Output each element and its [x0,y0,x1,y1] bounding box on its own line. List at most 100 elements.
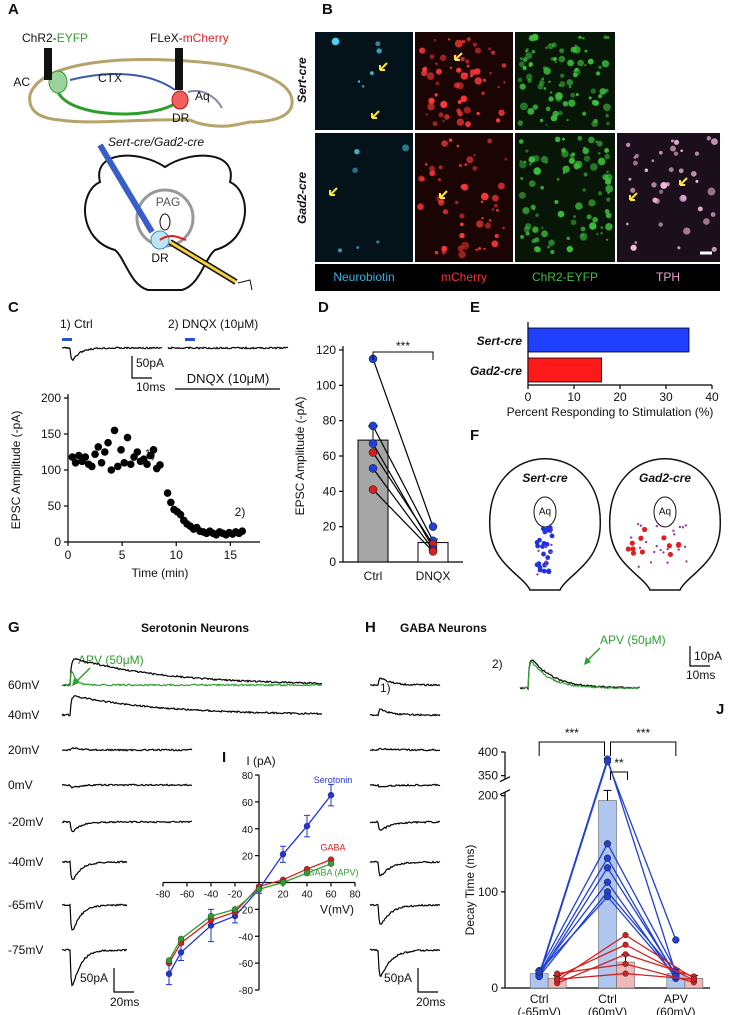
cell-blob [460,95,468,103]
cell-blob [606,197,611,202]
x-tick-label: -80 [156,890,171,901]
sig-label: *** [636,726,650,740]
cell-blob [598,65,602,70]
cell-blob [555,95,562,102]
cell-blob [527,107,535,115]
cell-blob [573,215,576,218]
legend-label: Serotonin [314,775,353,785]
y-tick-label: 200 [41,391,61,405]
cell-location [673,533,676,536]
micrograph [617,133,720,262]
cell-blob [678,168,684,174]
aqueduct [653,496,677,528]
point [207,922,215,929]
cell-line [538,896,608,973]
cell-blob [651,182,657,188]
sig-bracket [372,351,434,360]
cell-line [556,934,626,981]
cell-blob [604,148,610,153]
cell-blob [459,232,465,239]
cell-blob [532,207,536,211]
cell-blob [541,78,544,81]
point [255,886,263,893]
cell-blob [470,74,473,78]
cell-blob [581,233,585,237]
cell-blob [707,187,716,196]
virus-part: mCherry [183,31,229,45]
cell-location [638,535,644,541]
cell-blob [442,120,445,123]
cell-blob [533,167,542,175]
axis-title: Time (min) [132,566,189,580]
cell-location [544,545,547,549]
cell-line [607,896,677,977]
cell-blob [460,72,468,80]
cell-blob [562,101,569,107]
point [120,459,129,467]
cell-blob [466,64,470,68]
cell-blob [582,188,586,192]
section-outline [84,154,246,291]
cell-line [372,489,434,552]
cell-point [368,464,378,473]
cell-point [428,547,438,556]
trace [369,903,441,925]
cell-blob [559,81,566,88]
cell-blob [559,48,565,54]
stim-marker [62,338,72,341]
ctx-tract [69,73,176,91]
cell-location [550,543,553,547]
cell-blob [547,43,554,50]
scale-bar [131,356,152,379]
virus-label: FLeX-mCherry [150,31,229,45]
cell-location [685,560,688,563]
cell-blob [357,80,361,83]
sig-bracket [538,741,605,756]
category-label: Sert-cre [477,334,523,348]
x-tick-label: 5 [119,548,126,562]
cell-blob [575,93,579,97]
cell-blob [550,57,555,61]
cell-blob [596,232,599,236]
cell-blob [568,99,576,107]
series-line [168,863,332,961]
cell-line [372,425,434,542]
channel-label: mCherry [441,270,487,284]
cell-blob [561,137,565,141]
cell-blob [496,208,499,212]
cell-point [554,976,561,983]
point [303,822,311,830]
cell-blob [520,177,524,180]
cell-blob [606,121,610,126]
virus-label: ChR2-EYFP [22,31,88,45]
trace [369,747,441,752]
cell-blob [535,213,539,217]
axis-title: EPSC Amplitude (-pA) [9,411,23,530]
point [177,949,185,956]
cell-blob [592,216,598,223]
cell-location [678,525,682,529]
micrograph [315,32,413,130]
cell-location [547,525,553,531]
axis-title: Percent Responding to Stimulation (%) [507,405,714,419]
cell-location [667,551,674,558]
cell-blob [487,138,493,144]
scale-label: 50pA [384,971,412,985]
region-label: DR [151,251,169,265]
x-tick-label: 15 [224,548,238,562]
cell-blob [590,224,593,227]
cell-blob [489,72,492,75]
cell-location [534,562,540,568]
channel-label: TPH [656,270,680,284]
cell-blob [465,121,471,128]
section-outline [609,458,721,591]
section-title: Gad2-cre [639,471,691,485]
cell-blob [628,177,632,181]
cell-blob [441,140,448,147]
cell-blob [465,59,470,64]
cell-blob [587,58,594,65]
cell-blob [522,206,530,215]
cell-blob [588,136,595,144]
dr-axon [159,234,187,241]
stim-marker [185,338,195,341]
